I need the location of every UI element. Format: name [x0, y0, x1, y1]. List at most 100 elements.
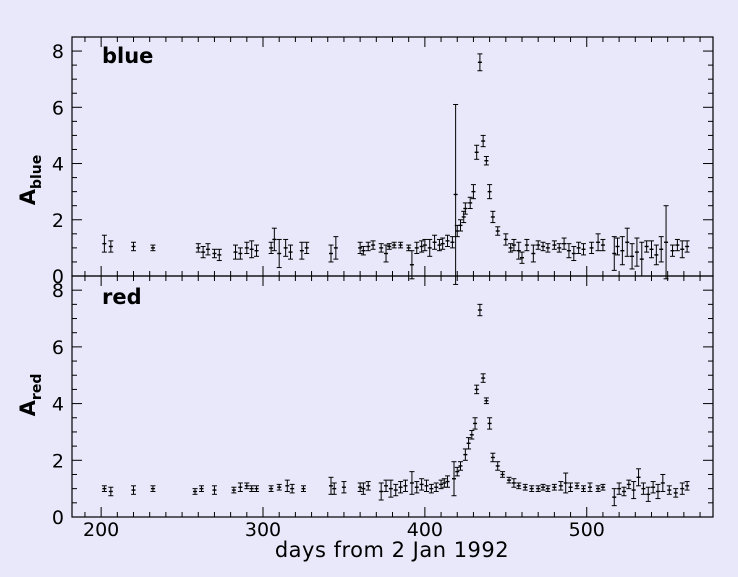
blue-data-point	[644, 240, 650, 253]
red-data-point	[540, 483, 546, 491]
red-data-point	[595, 485, 601, 492]
blue-data-points	[101, 53, 690, 285]
blue-data-point	[283, 238, 289, 257]
red-data-point	[587, 482, 593, 492]
blue-data-point	[470, 184, 476, 200]
blue-data-point	[150, 244, 156, 252]
red-data-point	[150, 485, 156, 492]
blue-data-point	[524, 238, 530, 252]
red-y-tick-label: 4	[52, 394, 64, 416]
blue-data-point	[495, 226, 501, 236]
blue-data-point	[304, 241, 310, 255]
blue-y-axis-label-sub: blue	[29, 155, 45, 189]
blue-data-point	[445, 234, 451, 247]
red-data-point	[462, 448, 468, 461]
red-data-point	[409, 471, 415, 495]
blue-y-axis-label-main: A	[16, 188, 40, 205]
blue-data-point	[477, 53, 483, 72]
red-data-point	[433, 482, 439, 492]
red-data-point	[679, 482, 685, 495]
red-data-point	[600, 483, 606, 491]
red-data-point	[131, 485, 137, 495]
blue-data-point	[653, 244, 659, 266]
red-data-point	[414, 481, 420, 494]
red-data-point	[487, 417, 493, 430]
blue-y-tick-label: 4	[52, 154, 64, 176]
red-data-point	[454, 466, 460, 477]
red-data-point	[211, 485, 217, 495]
blue-data-point	[211, 248, 217, 259]
blue-data-point	[370, 240, 376, 250]
red-data-point	[650, 481, 656, 494]
red-data-point	[101, 485, 107, 492]
red-data-point	[472, 417, 478, 430]
red-data-point	[545, 485, 551, 492]
red-data-point	[108, 486, 114, 497]
red-data-point	[244, 482, 250, 490]
blue-data-point	[467, 196, 473, 210]
blue-data-point	[658, 236, 664, 263]
blue-data-point	[398, 241, 404, 249]
x-tick-label: 500	[569, 519, 605, 541]
blue-data-point	[670, 244, 676, 257]
red-data-point	[611, 488, 617, 507]
blue-data-point	[663, 205, 669, 280]
red-data-point	[289, 483, 295, 494]
red-data-point	[574, 482, 580, 490]
blue-data-point	[101, 234, 107, 253]
red-data-point	[495, 461, 501, 471]
blue-data-point	[674, 238, 680, 252]
red-y-axis-label: Ared	[16, 374, 45, 417]
red-data-point	[568, 482, 574, 492]
blue-data-point	[391, 241, 397, 249]
blue-data-point	[449, 236, 455, 249]
red-data-point	[511, 478, 517, 488]
blue-data-point	[271, 227, 277, 252]
red-data-point	[581, 485, 587, 492]
red-data-point	[428, 483, 434, 494]
red-data-point	[684, 481, 690, 491]
blue-data-point	[576, 241, 582, 255]
red-data-point	[378, 482, 384, 501]
red-data-point	[383, 479, 389, 492]
blue-data-point	[545, 243, 551, 253]
blue-data-point	[561, 237, 567, 250]
blue-data-point	[383, 244, 389, 263]
red-data-point	[655, 483, 661, 500]
blue-data-point	[244, 241, 250, 255]
red-data-point	[516, 482, 522, 490]
blue-data-point	[406, 244, 412, 252]
red-data-point	[636, 468, 642, 487]
blue-data-point	[611, 236, 617, 271]
red-panel-frame	[71, 275, 714, 518]
blue-data-point	[365, 241, 371, 252]
red-data-point	[331, 482, 337, 495]
blue-data-point	[427, 238, 433, 257]
red-y-tick-label: 0	[52, 507, 64, 529]
blue-data-point	[480, 134, 486, 148]
blue-data-point	[462, 202, 468, 215]
red-data-point	[626, 479, 632, 490]
blue-data-point	[249, 240, 255, 259]
red-y-tick-label: 6	[52, 337, 64, 359]
blue-data-point	[483, 156, 489, 166]
red-data-point	[673, 488, 679, 498]
blue-data-point	[556, 243, 562, 253]
blue-data-point	[440, 237, 446, 250]
red-data-point	[398, 481, 404, 494]
blue-data-point	[490, 210, 496, 224]
blue-y-tick-label: 8	[52, 41, 64, 63]
red-data-point	[249, 485, 255, 492]
red-data-point	[558, 481, 564, 491]
red-data-point	[192, 488, 198, 495]
red-y-tick-label: 2	[52, 450, 64, 472]
blue-data-point	[200, 245, 206, 259]
red-data-point	[451, 461, 457, 497]
x-axis-label: days from 2 Jan 1992	[275, 538, 509, 562]
blue-y-axis-label: Ablue	[16, 155, 45, 206]
blue-data-point	[571, 245, 577, 262]
blue-data-point	[360, 245, 366, 256]
blue-data-point	[624, 227, 630, 257]
red-data-point	[341, 481, 347, 494]
blue-data-point	[474, 144, 480, 160]
